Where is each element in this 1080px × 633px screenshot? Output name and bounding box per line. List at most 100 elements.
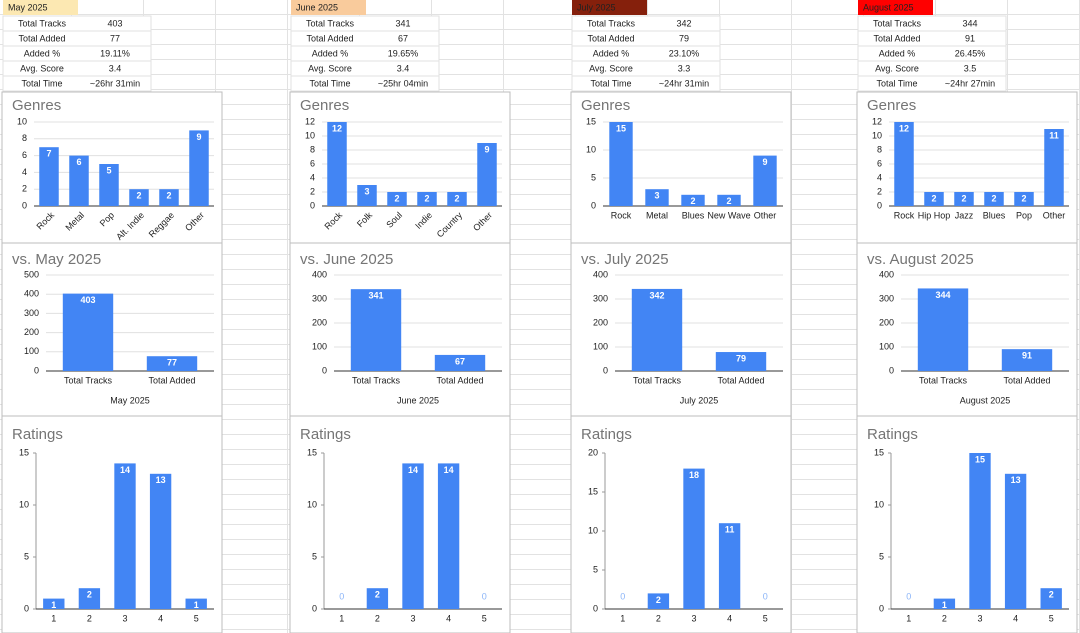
y-tick-label: 2 — [310, 186, 315, 196]
stat-label: Avg. Score — [875, 63, 919, 73]
data-label: 2 — [424, 193, 429, 203]
stat-value: 342 — [676, 18, 691, 28]
bar — [189, 130, 209, 206]
month-header: May 2025 — [8, 2, 48, 12]
y-tick-label: 15 — [874, 447, 884, 457]
bar — [402, 463, 424, 609]
data-label: 2 — [961, 193, 966, 203]
y-tick-label: 0 — [322, 365, 327, 375]
y-tick-label: 0 — [591, 200, 596, 210]
bar — [715, 352, 767, 371]
y-tick-label: 10 — [19, 499, 29, 509]
y-tick-label: 200 — [312, 317, 327, 327]
bar — [969, 453, 991, 609]
bar — [984, 192, 1004, 206]
x-tick-label: Rock — [894, 210, 915, 220]
bar — [114, 463, 136, 609]
y-tick-label: 4 — [22, 167, 27, 177]
x-tick-label: Jazz — [955, 210, 974, 220]
stat-value: 26.45% — [955, 48, 986, 58]
x-tick-label: Total Tracks — [352, 375, 401, 385]
bar — [39, 147, 59, 206]
x-tick-label: 4 — [158, 613, 163, 623]
x-tick-label: Total Added — [148, 375, 195, 385]
data-label: 342 — [649, 290, 664, 300]
y-tick-label: 6 — [877, 158, 882, 168]
y-tick-label: 5 — [879, 551, 884, 561]
y-tick-label: 10 — [305, 130, 315, 140]
x-tick-label: 2 — [942, 613, 947, 623]
x-tick-label: 5 — [1049, 613, 1054, 623]
y-tick-label: 4 — [877, 172, 882, 182]
stat-value: 403 — [107, 18, 122, 28]
stat-value: 19.11% — [100, 48, 130, 58]
data-label: 79 — [736, 353, 746, 363]
x-tick-label: 2 — [656, 613, 661, 623]
y-tick-label: 10 — [874, 499, 884, 509]
data-label: 344 — [935, 290, 950, 300]
x-tick-label: Metal — [646, 210, 668, 220]
data-label: 14 — [120, 465, 130, 475]
chart-title: Genres — [867, 97, 916, 114]
y-tick-label: 0 — [312, 603, 317, 613]
month-header: August 2025 — [863, 2, 914, 12]
stat-label: Total Added — [587, 33, 634, 43]
bar — [129, 189, 149, 206]
stat-value: 79 — [679, 33, 689, 43]
data-label: 12 — [899, 123, 909, 133]
x-tick-label: 2 — [87, 613, 92, 623]
bar — [357, 185, 377, 206]
stat-label: Total Added — [873, 33, 920, 43]
stat-value: ~24hr 31min — [659, 78, 709, 88]
bar — [1044, 129, 1064, 206]
data-label: 341 — [368, 291, 383, 301]
chart-panel — [289, 415, 511, 633]
data-label: 91 — [1022, 351, 1032, 361]
bar — [1040, 588, 1062, 609]
data-label: 0 — [763, 591, 768, 601]
x-tick-label: 4 — [446, 613, 451, 623]
x-tick-label: 2 — [375, 613, 380, 623]
y-tick-label: 15 — [307, 447, 317, 457]
data-label: 2 — [375, 590, 380, 600]
y-tick-label: 0 — [889, 365, 894, 375]
data-label: 12 — [332, 123, 342, 133]
y-tick-label: 400 — [312, 269, 327, 279]
bar — [78, 588, 101, 609]
y-tick-label: 0 — [24, 603, 29, 613]
x-tick-label: 1 — [339, 613, 344, 623]
data-label: 9 — [484, 144, 489, 154]
y-tick-label: 200 — [593, 317, 608, 327]
y-tick-label: 15 — [588, 486, 598, 496]
stat-label: Added % — [879, 48, 916, 58]
stat-value: 3.3 — [678, 63, 691, 73]
bar — [62, 293, 114, 371]
y-tick-label: 500 — [24, 269, 39, 279]
data-label: 3 — [364, 186, 369, 196]
stat-label: Avg. Score — [589, 63, 633, 73]
x-tick-label: Other — [1043, 210, 1066, 220]
y-tick-label: 5 — [24, 551, 29, 561]
y-tick-label: 300 — [312, 293, 327, 303]
data-label: 1 — [942, 600, 947, 610]
x-tick-label: 1 — [620, 613, 625, 623]
chart-title: vs. May 2025 — [12, 251, 101, 268]
x-tick-label: Hip Hop — [918, 210, 951, 220]
bar — [683, 468, 705, 609]
y-tick-label: 5 — [591, 172, 596, 182]
bar — [387, 192, 407, 206]
stat-value: 341 — [395, 18, 410, 28]
chart-panel — [570, 415, 792, 633]
x-tick-label: 5 — [194, 613, 199, 623]
data-label: 15 — [616, 123, 626, 133]
y-tick-label: 20 — [588, 447, 598, 457]
x-tick-label: Total Tracks — [64, 375, 113, 385]
bar — [717, 194, 741, 206]
x-tick-label: 1 — [51, 613, 56, 623]
data-label: 11 — [1049, 130, 1059, 140]
stat-label: Total Time — [876, 78, 917, 88]
stat-label: Total Tracks — [587, 18, 636, 28]
data-label: 9 — [196, 132, 201, 142]
